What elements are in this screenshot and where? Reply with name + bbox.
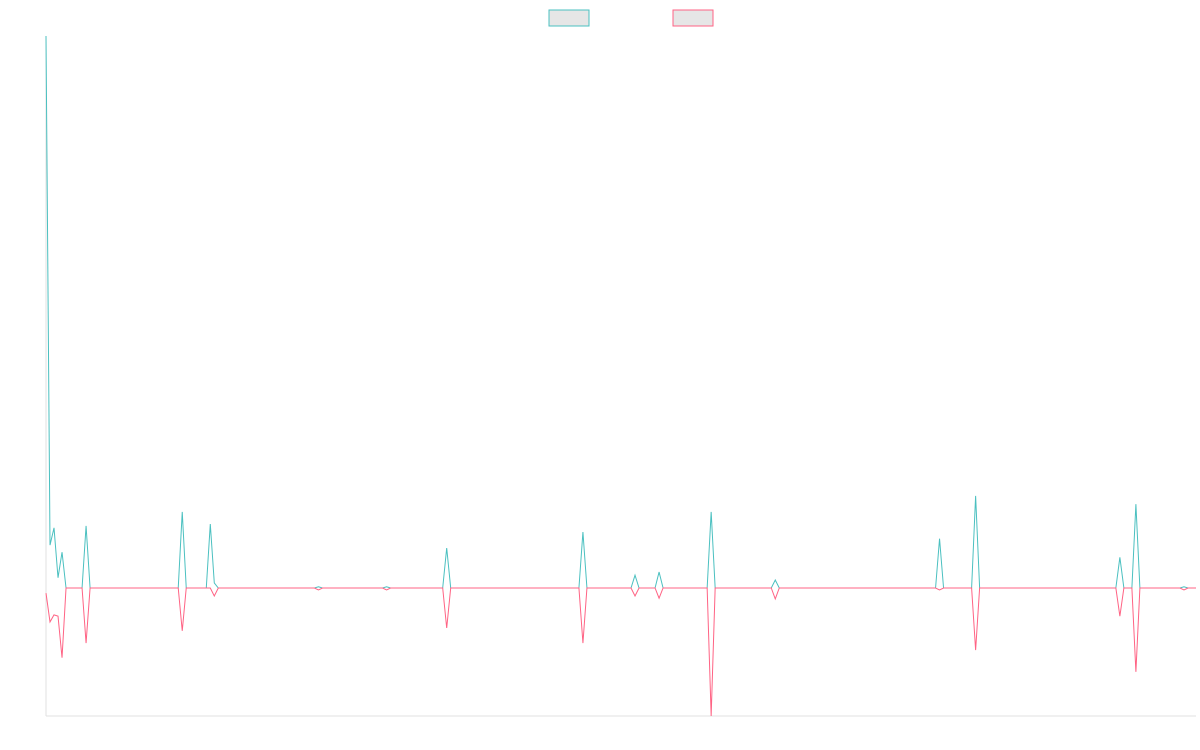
series-line — [45, 35, 1196, 589]
legend-swatch — [548, 9, 590, 27]
series-line — [45, 587, 1196, 717]
legend-swatch — [672, 9, 714, 27]
